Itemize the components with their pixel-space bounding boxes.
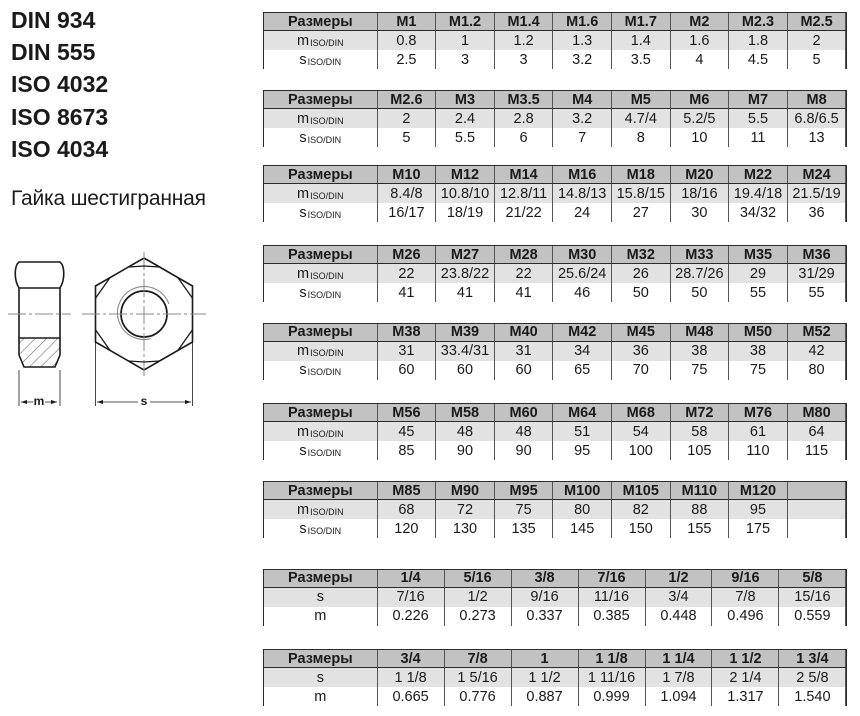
svg-text:m: m	[34, 394, 45, 408]
svg-text:s: s	[141, 394, 148, 408]
